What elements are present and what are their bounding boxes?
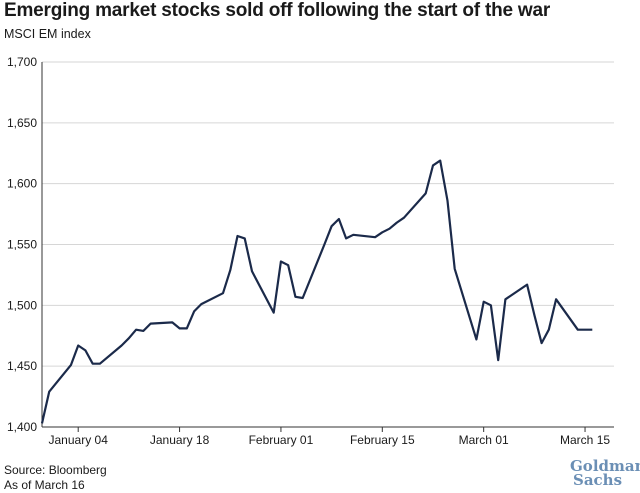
x-tick-label: February 01 — [249, 433, 314, 447]
goldman-sachs-logo: Goldman Sachs — [570, 457, 640, 489]
x-tick-label: February 15 — [350, 433, 415, 447]
y-tick-label: 1,450 — [7, 359, 37, 373]
as-of-note: As of March 16 — [4, 478, 85, 492]
y-tick-label: 1,550 — [7, 238, 37, 252]
y-tick-label: 1,600 — [7, 177, 37, 191]
y-tick-label: 1,400 — [7, 420, 37, 434]
y-tick-label: 1,650 — [7, 116, 37, 130]
series-line-msci-em — [40, 159, 593, 424]
chart-subtitle: MSCI EM index — [4, 27, 91, 41]
x-tick-label: January 04 — [49, 433, 109, 447]
y-tick-label: 1,500 — [7, 298, 37, 312]
chart-title: Emerging market stocks sold off followin… — [4, 0, 551, 21]
logo-line-2: Sachs — [573, 471, 623, 489]
logo-line-1: Goldman — [570, 457, 640, 475]
x-axis: January 04 January 18 February 01 February … — [49, 427, 610, 447]
x-tick-label: March 15 — [560, 433, 610, 447]
y-tick-label: 1,700 — [7, 55, 37, 69]
series-layer — [40, 159, 593, 424]
x-tick-label: January 18 — [150, 433, 210, 447]
x-tick-label: March 01 — [459, 433, 509, 447]
grid-layer — [41, 61, 614, 428]
y-axis: 1,400 1,450 1,500 1,550 1,600 1,650 1,700 — [7, 55, 37, 434]
source-note: Source: Bloomberg — [4, 463, 107, 477]
